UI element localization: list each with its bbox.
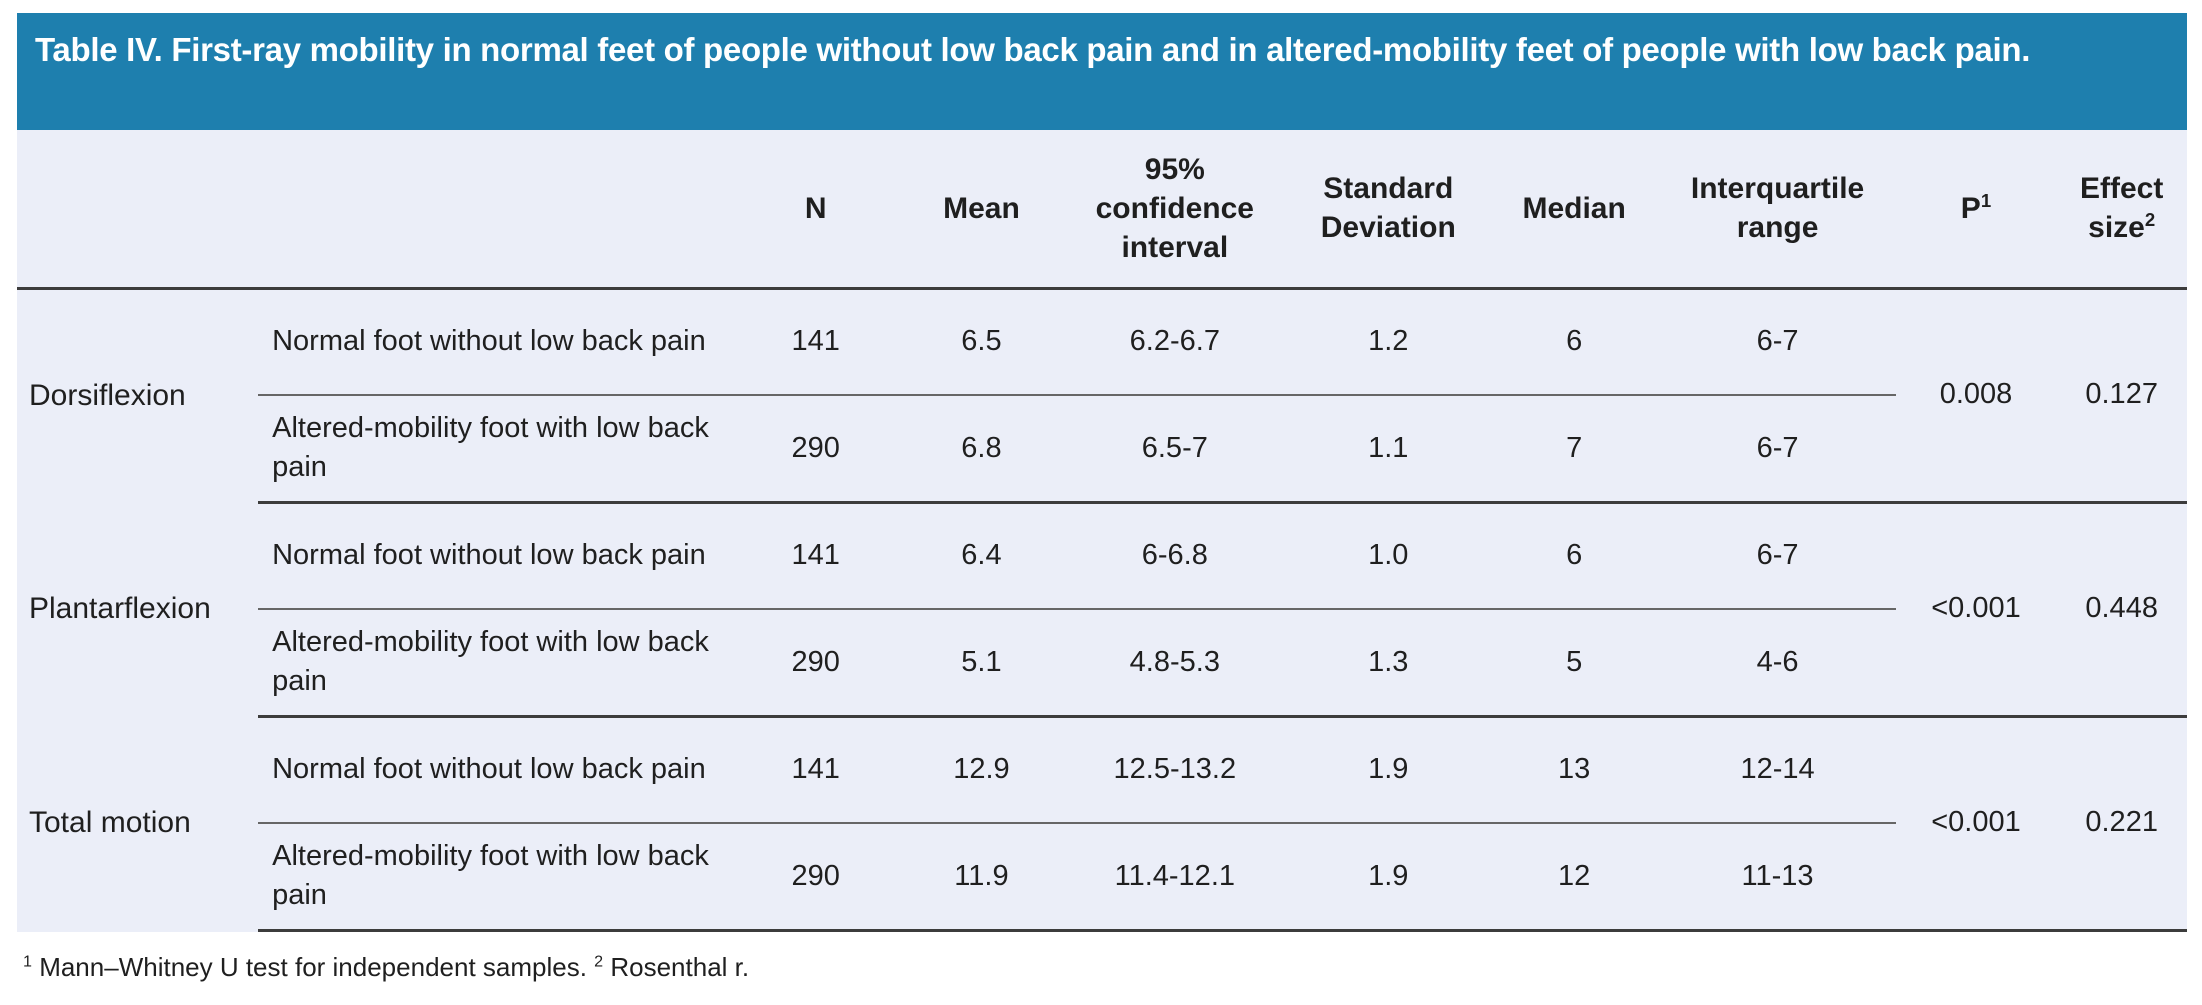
confidence-interval-cell: 12.5-13.2 xyxy=(1061,716,1288,824)
p-value-cell: <0.001 xyxy=(1895,502,2057,718)
header-interquartile-range: Interquartile range xyxy=(1659,130,1896,290)
header-n: N xyxy=(730,130,902,290)
p-footnote-marker: 1 xyxy=(1980,189,1992,211)
mean-cell: 12.9 xyxy=(901,716,1062,824)
mean-cell: 6.4 xyxy=(901,502,1062,610)
interquartile-range-cell: 12-14 xyxy=(1659,716,1896,824)
effect-size-cell: 0.127 xyxy=(2056,288,2187,504)
effect-size-footnote-marker: 2 xyxy=(2144,209,2156,231)
p-label: P xyxy=(1960,191,1981,225)
table-row: Dorsiflexion Normal foot without low bac… xyxy=(17,288,2187,504)
confidence-interval-cell: 4.8-5.3 xyxy=(1061,609,1288,718)
row-label-cell: Altered-mobility foot with low back pain xyxy=(258,395,731,504)
group-label-cell: Plantarflexion xyxy=(29,591,211,625)
median-cell: 12 xyxy=(1488,823,1660,932)
effect-size-cell: 0.448 xyxy=(2056,502,2187,718)
median-cell: 7 xyxy=(1488,395,1660,504)
standard-deviation-cell: 1.2 xyxy=(1287,288,1489,396)
table-row: Altered-mobility foot with low back pain… xyxy=(17,395,2187,504)
table-row: Total motion Normal foot without low bac… xyxy=(17,716,2187,932)
header-mean: Mean xyxy=(901,130,1062,290)
standard-deviation-cell: 1.0 xyxy=(1287,502,1489,610)
first-ray-mobility-table: N Mean 95% confidence interval Standard … xyxy=(17,130,2187,932)
header-row: N Mean 95% confidence interval Standard … xyxy=(17,130,2187,290)
header-p-value: P1 xyxy=(1895,130,2057,290)
footnote-text-2: Rosenthal r. xyxy=(603,951,750,982)
group-label-cell: Dorsiflexion xyxy=(29,378,186,412)
footnote-marker-2: 2 xyxy=(594,951,604,970)
table-body: Dorsiflexion Normal foot without low bac… xyxy=(17,288,2187,932)
row-label-cell: Normal foot without low back pain xyxy=(258,716,731,824)
page: Table IV. First-ray mobility in normal f… xyxy=(17,13,2187,983)
header-standard-deviation: Standard Deviation xyxy=(1287,130,1489,290)
median-cell: 13 xyxy=(1488,716,1660,824)
median-cell: 5 xyxy=(1488,609,1660,718)
footnote: 1 Mann–Whitney U test for independent sa… xyxy=(17,931,2187,983)
p-value-cell: 0.008 xyxy=(1895,288,2057,504)
mean-cell: 5.1 xyxy=(901,609,1062,718)
median-cell: 6 xyxy=(1488,288,1660,396)
mean-cell: 6.8 xyxy=(901,395,1062,504)
standard-deviation-cell: 1.3 xyxy=(1287,609,1489,718)
mean-cell: 11.9 xyxy=(901,823,1062,932)
mean-cell: 6.5 xyxy=(901,288,1062,396)
p-value-cell: <0.001 xyxy=(1895,716,2057,932)
header-group-spacer xyxy=(17,130,259,290)
interquartile-range-cell: 6-7 xyxy=(1659,288,1896,396)
interquartile-range-cell: 4-6 xyxy=(1659,609,1896,718)
n-cell: 141 xyxy=(730,716,902,824)
row-label-cell: Altered-mobility foot with low back pain xyxy=(258,823,731,932)
standard-deviation-cell: 1.1 xyxy=(1287,395,1489,504)
header-confidence-interval: 95% confidence interval xyxy=(1061,130,1288,290)
table-header: N Mean 95% confidence interval Standard … xyxy=(17,130,2187,290)
n-cell: 290 xyxy=(730,609,902,718)
header-effect-size: Effect size2 xyxy=(2056,130,2187,290)
n-cell: 141 xyxy=(730,502,902,610)
header-median: Median xyxy=(1488,130,1660,290)
confidence-interval-cell: 11.4-12.1 xyxy=(1061,823,1288,932)
median-cell: 6 xyxy=(1488,502,1660,610)
group-label-cell: Total motion xyxy=(29,805,191,839)
table-row: Plantarflexion Normal foot without low b… xyxy=(17,502,2187,718)
header-label-spacer xyxy=(258,130,731,290)
table-row: Altered-mobility foot with low back pain… xyxy=(17,823,2187,932)
n-cell: 141 xyxy=(730,288,902,396)
n-cell: 290 xyxy=(730,395,902,504)
standard-deviation-cell: 1.9 xyxy=(1287,823,1489,932)
row-label-cell: Normal foot without low back pain xyxy=(258,288,731,396)
footnote-marker-1: 1 xyxy=(23,951,32,970)
row-label-cell: Normal foot without low back pain xyxy=(258,502,731,610)
table-title: Table IV. First-ray mobility in normal f… xyxy=(35,31,2031,68)
interquartile-range-cell: 6-7 xyxy=(1659,395,1896,504)
table-row: Altered-mobility foot with low back pain… xyxy=(17,609,2187,718)
row-label-cell: Altered-mobility foot with low back pain xyxy=(258,609,731,718)
confidence-interval-cell: 6.5-7 xyxy=(1061,395,1288,504)
n-cell: 290 xyxy=(730,823,902,932)
standard-deviation-cell: 1.9 xyxy=(1287,716,1489,824)
interquartile-range-cell: 6-7 xyxy=(1659,502,1896,610)
confidence-interval-cell: 6-6.8 xyxy=(1061,502,1288,610)
confidence-interval-cell: 6.2-6.7 xyxy=(1061,288,1288,396)
interquartile-range-cell: 11-13 xyxy=(1659,823,1896,932)
table-title-banner: Table IV. First-ray mobility in normal f… xyxy=(17,13,2187,130)
footnote-text-1: Mann–Whitney U test for independent samp… xyxy=(31,951,595,982)
effect-size-cell: 0.221 xyxy=(2056,716,2187,932)
effect-size-label: Effect size xyxy=(2079,172,2164,245)
